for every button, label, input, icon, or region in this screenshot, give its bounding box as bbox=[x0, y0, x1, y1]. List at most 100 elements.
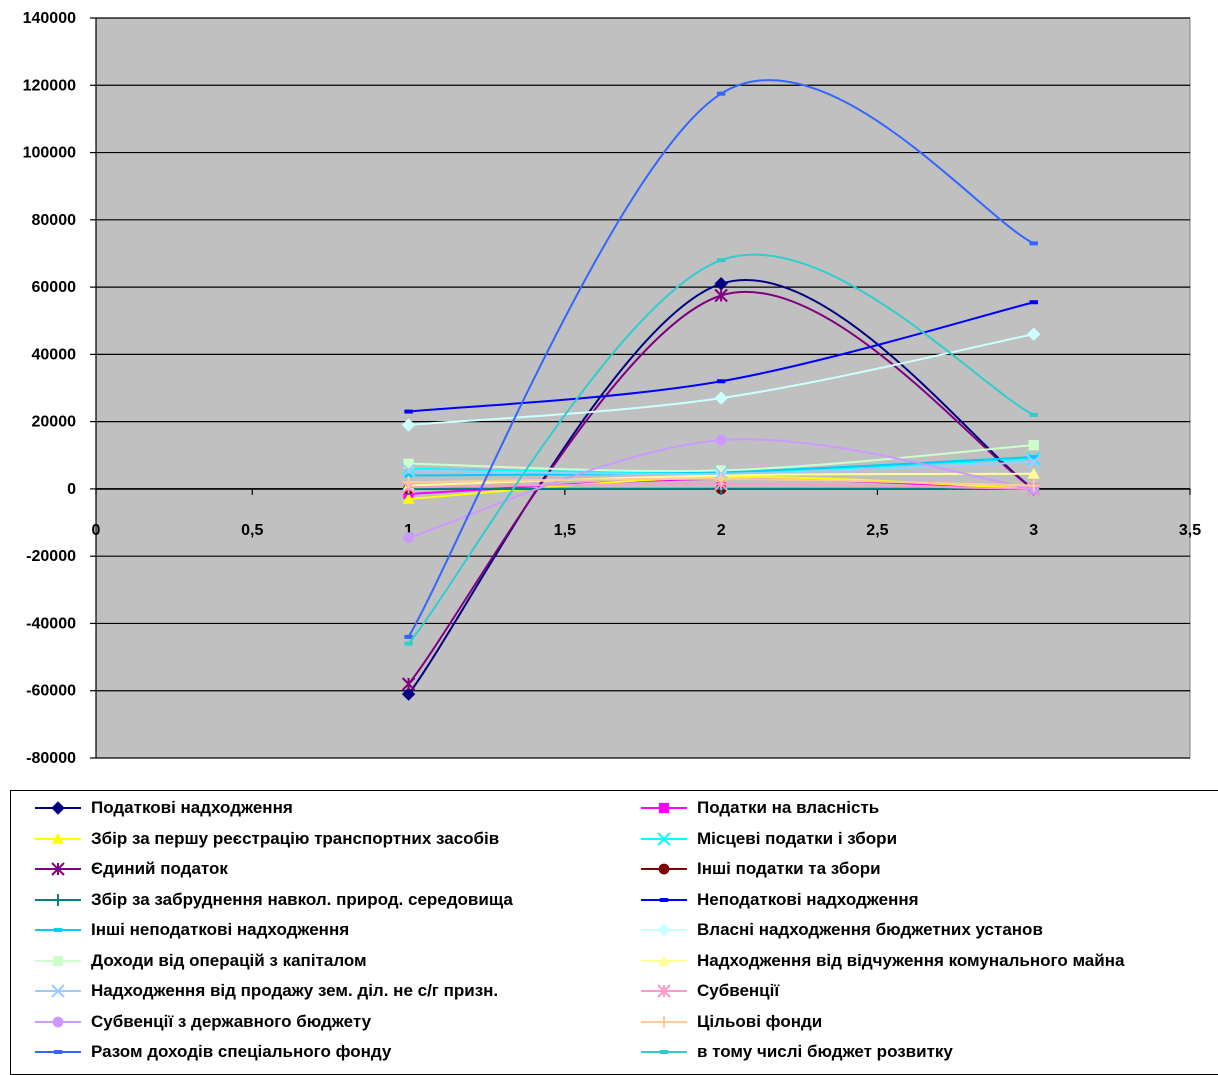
legend-item: Разом доходів спеціального фонду bbox=[33, 1037, 391, 1067]
legend-item: в тому числі бюджет розвитку bbox=[639, 1037, 953, 1067]
legend-label: Субвенції з державного бюджету bbox=[91, 1011, 372, 1031]
data-point bbox=[715, 434, 727, 446]
legend-marker bbox=[52, 893, 64, 906]
legend-label: Неподаткові надходження bbox=[697, 889, 919, 909]
y-tick-label: 100000 bbox=[23, 145, 76, 162]
legend-marker bbox=[51, 801, 65, 815]
data-point bbox=[404, 634, 413, 639]
y-tick-label: -60000 bbox=[26, 683, 76, 700]
legend-swatch bbox=[35, 1050, 81, 1054]
legend-marker bbox=[51, 862, 65, 876]
y-tick-label: 40000 bbox=[32, 346, 77, 363]
legend-swatch bbox=[641, 954, 687, 966]
data-point bbox=[714, 391, 728, 405]
legend-item: Збір за забруднення навкол. природ. сере… bbox=[33, 885, 513, 915]
legend-label: Разом доходів спеціального фонду bbox=[91, 1042, 392, 1061]
data-point bbox=[1029, 241, 1038, 246]
legend-label: Єдиний податок bbox=[91, 859, 228, 878]
legend-marker bbox=[53, 928, 63, 932]
legend-swatch bbox=[641, 923, 687, 937]
data-point bbox=[403, 458, 414, 469]
data-point bbox=[715, 472, 728, 485]
data-point bbox=[401, 677, 416, 691]
legend-marker bbox=[658, 802, 670, 814]
legend-label: Збір за першу реєстрацію транспортних за… bbox=[91, 828, 500, 848]
data-point bbox=[403, 532, 414, 544]
legend-swatch bbox=[35, 862, 81, 876]
legend-swatch bbox=[35, 801, 81, 815]
data-point bbox=[402, 476, 415, 489]
legend-label: Надходження від продажу зем. діл. не с/г… bbox=[91, 981, 499, 1000]
legend-swatch bbox=[35, 955, 81, 966]
series-9 bbox=[401, 327, 1041, 432]
x-tick-label: 1,5 bbox=[554, 522, 576, 539]
legend-item: Субвенції bbox=[639, 976, 779, 1006]
legend-marker bbox=[658, 1015, 670, 1028]
x-tick-label: 0 bbox=[92, 522, 101, 539]
x-tick-label: 2 bbox=[717, 522, 726, 539]
data-point bbox=[1027, 479, 1040, 492]
legend-marker bbox=[52, 832, 64, 844]
y-tick-label: -20000 bbox=[26, 548, 76, 565]
data-point bbox=[1027, 455, 1041, 469]
legend-swatch bbox=[641, 984, 687, 998]
y-tick-label: 120000 bbox=[23, 77, 76, 94]
legend-label: в тому числі бюджет розвитку bbox=[697, 1042, 953, 1061]
legend-item: Податки на власність bbox=[639, 793, 879, 823]
legend-marker bbox=[658, 863, 670, 875]
legend-label: Надходження від відчуження комунального … bbox=[697, 950, 1125, 970]
data-point bbox=[1029, 300, 1038, 305]
legend-marker bbox=[657, 984, 671, 998]
x-tick-label: 3 bbox=[1029, 522, 1038, 539]
legend-item: Збір за першу реєстрацію транспортних за… bbox=[33, 824, 499, 854]
y-tick-label: -80000 bbox=[26, 750, 76, 767]
legend-marker bbox=[659, 1050, 669, 1054]
legend-marker bbox=[53, 1050, 63, 1054]
legend-item: Надходження від відчуження комунального … bbox=[639, 946, 1124, 976]
legend-marker bbox=[659, 897, 669, 902]
legend-swatch bbox=[641, 1050, 687, 1054]
data-point bbox=[716, 258, 726, 263]
series-7 bbox=[404, 300, 1038, 414]
legend-label: Податки на власність bbox=[697, 798, 880, 817]
series-17 bbox=[404, 253, 1038, 646]
data-point bbox=[401, 463, 416, 478]
legend-label: Інші податки та збори bbox=[697, 859, 881, 878]
data-point bbox=[714, 288, 728, 303]
y-tick-label: 20000 bbox=[32, 414, 77, 431]
y-tick-label: 80000 bbox=[32, 212, 77, 229]
data-point bbox=[404, 641, 413, 646]
legend-marker bbox=[52, 955, 64, 966]
legend-item: Місцеві податки і збори bbox=[639, 824, 897, 854]
series-line bbox=[407, 79, 1035, 638]
legend-label: Цільові фонди bbox=[697, 1011, 823, 1031]
data-point bbox=[1027, 327, 1041, 341]
series-line bbox=[407, 253, 1035, 645]
legend-label: Субвенції bbox=[697, 981, 780, 1000]
legend-marker bbox=[52, 1016, 64, 1027]
legend-label: Власні надходження бюджетних установ bbox=[697, 920, 1043, 939]
chart: 140000120000100000800006000040000200000-… bbox=[23, 10, 1202, 767]
data-point bbox=[404, 409, 413, 414]
legend-label: Податкові надходження bbox=[91, 798, 293, 817]
legend-item: Інші неподаткові надходження bbox=[33, 915, 349, 945]
plot-area bbox=[95, 17, 1191, 759]
data-point bbox=[716, 379, 726, 384]
legend-item: Доходи від операцій з капіталом bbox=[33, 946, 367, 976]
legend-label: Інші неподаткові надходження bbox=[91, 920, 350, 939]
data-point bbox=[716, 91, 726, 96]
legend-marker bbox=[657, 923, 671, 937]
data-point bbox=[1029, 454, 1038, 459]
legend-label: Збір за забруднення навкол. природ. сере… bbox=[91, 889, 513, 909]
x-tick-label: 2,5 bbox=[866, 522, 888, 539]
legend-swatch bbox=[641, 802, 687, 814]
data-point bbox=[401, 418, 416, 432]
data-point bbox=[402, 493, 415, 504]
legend-item: Надходження від продажу зем. діл. не с/г… bbox=[33, 976, 498, 1006]
data-point bbox=[404, 473, 413, 478]
legend-swatch bbox=[641, 897, 687, 902]
legend-swatch bbox=[35, 893, 81, 906]
y-tick-label: -40000 bbox=[26, 615, 76, 632]
legend-marker bbox=[658, 954, 670, 966]
legend-swatch bbox=[641, 831, 687, 846]
